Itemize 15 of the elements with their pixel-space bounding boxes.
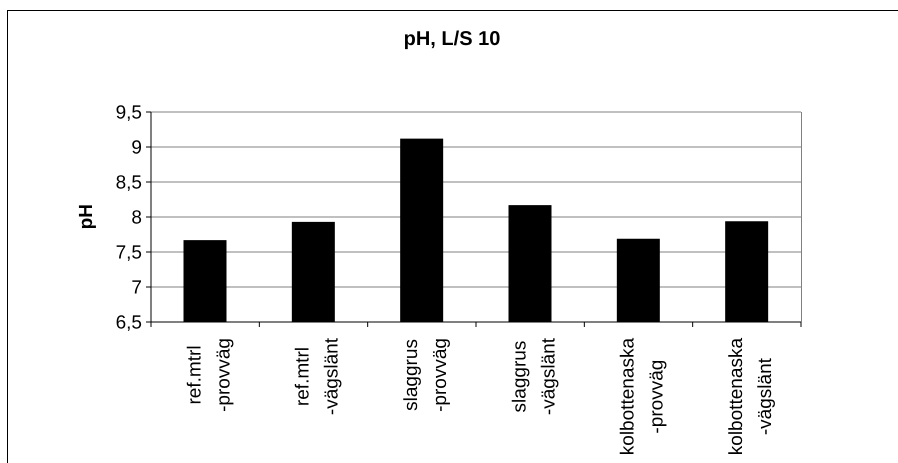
y-tick-label: 6,5 — [116, 312, 142, 334]
x-tick-label: kolbottenaska -vägslänt — [726, 338, 776, 456]
y-tick-label: 7,5 — [116, 242, 142, 264]
x-tick-label: slaggrus -vägslänt — [509, 337, 560, 416]
x-tick-label: slaggrus -provväg — [400, 338, 451, 412]
chart-title: pH, L/S 10 — [402, 27, 502, 51]
y-tick-label: 7 — [131, 278, 142, 299]
x-tick-label: ref.mtrl -vägslänt — [292, 337, 343, 416]
x-tick-label: ref.mtrl -provväg — [184, 338, 234, 412]
y-tick-label: 9 — [131, 138, 142, 159]
x-tick-label: kolbottenaska -provväg — [618, 338, 668, 456]
y-tick-label: 8,5 — [116, 172, 142, 194]
y-tick-label: 8 — [131, 208, 142, 229]
y-axis-title: pH — [76, 204, 98, 230]
y-tick-label: 9,5 — [116, 102, 142, 124]
